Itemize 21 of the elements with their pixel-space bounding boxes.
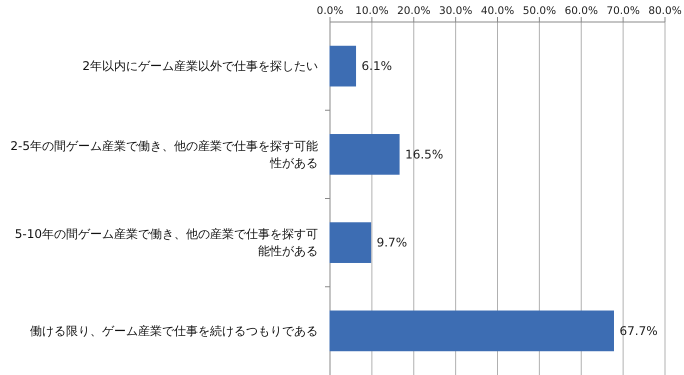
data-label: 16.5% bbox=[405, 147, 444, 162]
y-tick-label: 2年以内にゲーム産業以外で仕事を探したい bbox=[82, 59, 318, 74]
x-tick-label: 30.0% bbox=[438, 5, 472, 17]
x-tick-label: 70.0% bbox=[606, 5, 640, 17]
y-tick-label: 2-5年の間ゲーム産業で働き、他の産業で仕事を探す可能性がある bbox=[10, 138, 318, 170]
x-tick-label: 80.0% bbox=[648, 5, 682, 17]
data-label: 9.7% bbox=[376, 236, 408, 250]
data-label: 67.7% bbox=[619, 324, 658, 338]
x-tick-label: 50.0% bbox=[522, 5, 556, 17]
x-tick-label: 20.0% bbox=[397, 5, 430, 17]
x-tick-label: 10.0% bbox=[355, 5, 389, 17]
bar bbox=[330, 46, 356, 86]
y-tick-label: 働ける限り、ゲーム産業で仕事を続けるつもりである bbox=[30, 324, 318, 338]
bar bbox=[330, 134, 400, 175]
x-tick-label: 40.0% bbox=[480, 5, 514, 17]
y-tick-label: 5-10年の間ゲーム産業で働き、他の産業で仕事を探す可能性がある bbox=[14, 227, 318, 258]
bar bbox=[330, 222, 372, 263]
x-tick-label: 0.0% bbox=[316, 5, 344, 17]
bar bbox=[330, 310, 614, 352]
x-tick-label: 60.0% bbox=[564, 5, 598, 17]
data-label: 6.1% bbox=[362, 59, 392, 74]
